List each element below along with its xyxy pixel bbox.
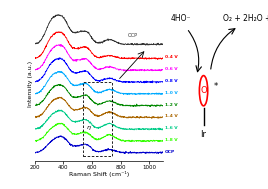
Y-axis label: Intensity (a.u.): Intensity (a.u.) bbox=[28, 61, 34, 107]
Text: OCP: OCP bbox=[165, 150, 175, 154]
Text: O: O bbox=[200, 86, 207, 95]
X-axis label: Raman Shift (cm⁻¹): Raman Shift (cm⁻¹) bbox=[69, 171, 129, 177]
Text: 1.6 V: 1.6 V bbox=[165, 126, 177, 130]
Text: 0.6 V: 0.6 V bbox=[165, 67, 177, 71]
Text: *: * bbox=[213, 82, 218, 91]
Text: 4HO⁻: 4HO⁻ bbox=[171, 14, 191, 23]
Text: 0.8 V: 0.8 V bbox=[165, 79, 177, 83]
Text: OCP: OCP bbox=[128, 33, 138, 38]
Text: O₂ + 2H₂O + 4e⁻: O₂ + 2H₂O + 4e⁻ bbox=[224, 14, 268, 23]
Text: Ir: Ir bbox=[200, 130, 207, 139]
Text: 0.4 V: 0.4 V bbox=[165, 56, 178, 60]
Text: 1.8 V: 1.8 V bbox=[165, 138, 177, 142]
Text: 1.2 V: 1.2 V bbox=[165, 103, 177, 107]
Text: 1.4 V: 1.4 V bbox=[165, 114, 178, 118]
Text: 1.0 V: 1.0 V bbox=[165, 91, 178, 95]
Text: η: η bbox=[86, 125, 90, 130]
